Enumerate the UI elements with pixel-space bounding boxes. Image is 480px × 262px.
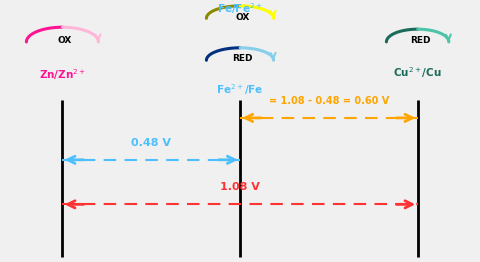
Text: RED: RED: [232, 54, 252, 63]
Text: OX: OX: [58, 36, 72, 45]
Text: Fe/Fe$^{2+}$: Fe/Fe$^{2+}$: [217, 1, 263, 16]
Text: Fe$^{2+}$/Fe: Fe$^{2+}$/Fe: [216, 82, 264, 97]
Text: OX: OX: [235, 13, 250, 21]
Text: Cu$^{2+}$/Cu: Cu$^{2+}$/Cu: [393, 66, 442, 80]
Text: 0.48 V: 0.48 V: [131, 138, 171, 148]
Text: Zn/Zn$^{2+}$: Zn/Zn$^{2+}$: [39, 68, 86, 82]
Text: 1.08 V: 1.08 V: [220, 182, 260, 192]
Text: = 1.08 - 0.48 = 0.60 V: = 1.08 - 0.48 = 0.60 V: [269, 96, 389, 106]
Text: RED: RED: [410, 36, 430, 45]
